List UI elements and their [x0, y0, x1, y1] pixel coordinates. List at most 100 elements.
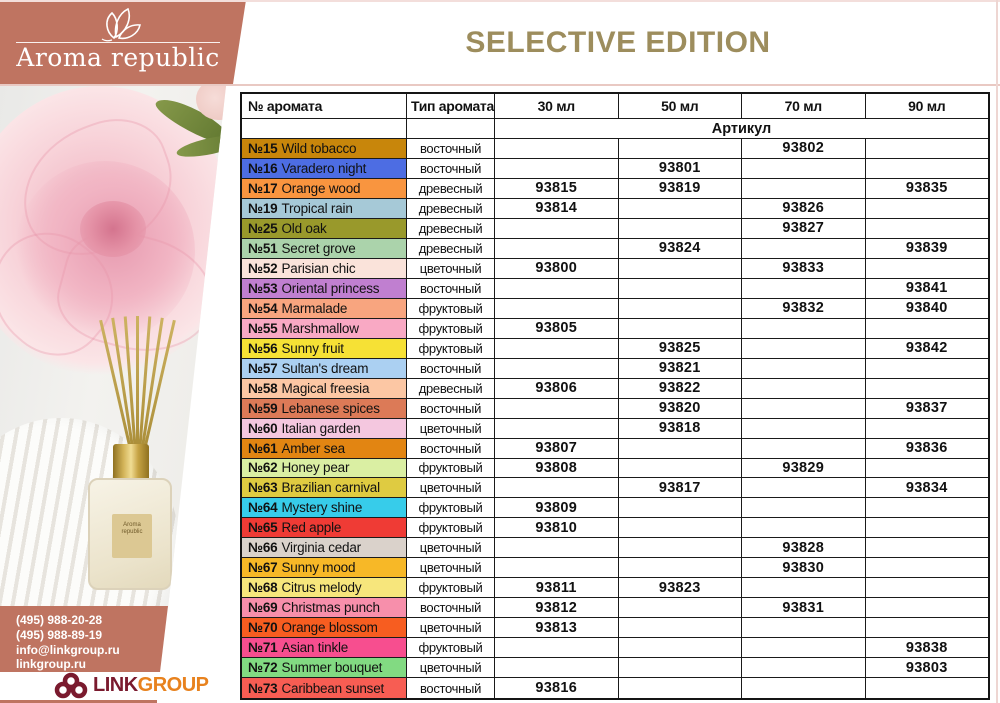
article-50ml	[618, 618, 742, 639]
artikul-row: Артикул	[242, 119, 988, 139]
aroma-name-cell: №16 Varadero night	[242, 158, 407, 179]
article-70ml: 93828	[742, 538, 866, 559]
aroma-name-cell: №17 Orange wood	[242, 178, 407, 199]
bottom-terracotta-strip	[0, 700, 157, 703]
table-row: №57 Sultan's dream восточный 93821	[242, 358, 988, 379]
article-90ml	[865, 459, 988, 479]
table-row: №59 Lebanese spices восточный 93820 93837	[242, 398, 988, 419]
aroma-catalog-table: № аромата Тип аромата 30 мл 50 мл 70 мл …	[240, 92, 990, 700]
brand-name: Aroma republic	[16, 43, 220, 72]
table-row: №66 Virginia cedar цветочный 93828	[242, 538, 988, 559]
table-row: №55 Marshmallow фруктовый 93805	[242, 318, 988, 339]
aroma-number: №66	[248, 540, 278, 556]
article-30ml	[495, 278, 619, 299]
aroma-name-cell: №73 Caribbean sunset	[242, 678, 407, 699]
article-70ml	[742, 518, 866, 539]
article-30ml: 93800	[495, 258, 619, 279]
article-90ml	[865, 359, 988, 379]
aroma-type: древесный	[407, 378, 495, 399]
aroma-name: Sunny mood	[281, 560, 356, 576]
aroma-number: №72	[248, 660, 278, 676]
article-50ml	[618, 558, 742, 579]
table-row: №62 Honey pear фруктовый 93808 93829	[242, 458, 988, 479]
aroma-name: Marmalade	[281, 300, 348, 316]
article-70ml	[742, 178, 866, 199]
article-70ml	[742, 578, 866, 599]
article-70ml: 93826	[742, 198, 866, 219]
article-90ml	[866, 678, 989, 698]
linkgroup-logo: LINKGROUP	[54, 672, 209, 699]
article-70ml: 93802	[742, 139, 866, 159]
aroma-number: №69	[248, 600, 278, 616]
aroma-number: №73	[248, 680, 278, 696]
aroma-type: восточный	[407, 139, 495, 159]
table-row: №68 Citrus melody фруктовый 93811 93823	[242, 578, 988, 599]
aroma-name-cell: №54 Marmalade	[242, 298, 407, 319]
contact-website: linkgroup.ru	[16, 657, 86, 672]
article-50ml	[618, 139, 742, 159]
aroma-name-cell: №66 Virginia cedar	[242, 538, 407, 559]
article-50ml: 93822	[618, 378, 742, 399]
article-70ml	[742, 418, 866, 439]
article-30ml	[495, 398, 619, 419]
table-row: №15 Wild tobacco восточный 93802	[242, 139, 988, 159]
bottle-label: Aroma republic	[112, 514, 152, 558]
article-50ml	[618, 498, 742, 519]
article-30ml	[495, 218, 619, 239]
article-70ml: 93830	[742, 558, 866, 579]
aroma-name: Italian garden	[281, 420, 361, 436]
aroma-number: №64	[248, 500, 278, 516]
aroma-number: №65	[248, 520, 278, 536]
aroma-name-cell: №55 Marshmallow	[242, 318, 407, 339]
aroma-name-cell: №57 Sultan's dream	[242, 358, 407, 379]
article-90ml	[865, 598, 988, 619]
article-50ml	[618, 538, 742, 559]
rose-center	[80, 201, 146, 257]
table-row: №71 Asian tinkle фруктовый 93838	[242, 638, 988, 659]
artikul-empty-name-cell	[242, 119, 407, 139]
article-50ml	[618, 598, 742, 619]
aroma-name: Red apple	[281, 520, 342, 536]
table-row: №72 Summer bouquet цветочный 93803	[242, 658, 988, 679]
col-header-aroma-number: № аромата	[242, 94, 407, 119]
article-90ml	[865, 319, 988, 339]
aroma-name-cell: №59 Lebanese spices	[242, 398, 407, 419]
article-50ml	[618, 458, 742, 479]
aroma-name: Secret grove	[281, 240, 356, 256]
article-30ml	[495, 358, 619, 379]
table-header-row: № аромата Тип аромата 30 мл 50 мл 70 мл …	[242, 94, 988, 119]
aroma-name: Lebanese spices	[281, 400, 380, 416]
aroma-number: №17	[248, 180, 278, 196]
article-70ml: 93832	[742, 298, 866, 319]
aroma-name: Parisian chic	[281, 260, 356, 276]
aroma-number: №61	[248, 440, 278, 456]
article-50ml: 93825	[618, 338, 742, 359]
article-30ml: 93815	[495, 178, 619, 199]
aroma-name-cell: №71 Asian tinkle	[242, 638, 407, 659]
phone-number-2: (495) 988-89-19	[16, 627, 103, 642]
article-90ml: 93841	[865, 279, 988, 299]
article-90ml	[865, 578, 988, 599]
aroma-name-cell: №72 Summer bouquet	[242, 658, 407, 679]
aroma-name: Orange wood	[281, 180, 361, 196]
article-50ml: 93823	[618, 578, 742, 599]
table-row: №70 Orange blossom цветочный 93813	[242, 618, 988, 639]
aroma-type: древесный	[407, 198, 495, 219]
article-70ml	[742, 238, 866, 259]
aroma-number: №55	[248, 320, 278, 336]
article-50ml: 93821	[618, 358, 742, 379]
aroma-name-cell: №61 Amber sea	[242, 438, 407, 459]
table-row: №19 Tropical rain древесный 93814 93826	[242, 198, 988, 219]
article-50ml: 93820	[618, 398, 742, 419]
aroma-type: восточный	[407, 278, 495, 299]
aroma-name: Old oak	[281, 220, 327, 236]
article-90ml	[865, 159, 988, 179]
aroma-name-cell: №68 Citrus melody	[242, 578, 407, 599]
col-header-90ml: 90 мл	[865, 94, 988, 119]
lotus-icon	[101, 7, 141, 42]
aroma-type: фруктовый	[407, 638, 495, 659]
table-row: №73 Caribbean sunset восточный 93816	[242, 678, 989, 699]
aroma-name: Varadero night	[281, 160, 367, 176]
table-row: №60 Italian garden цветочный 93818	[242, 418, 988, 439]
article-50ml	[618, 198, 742, 219]
